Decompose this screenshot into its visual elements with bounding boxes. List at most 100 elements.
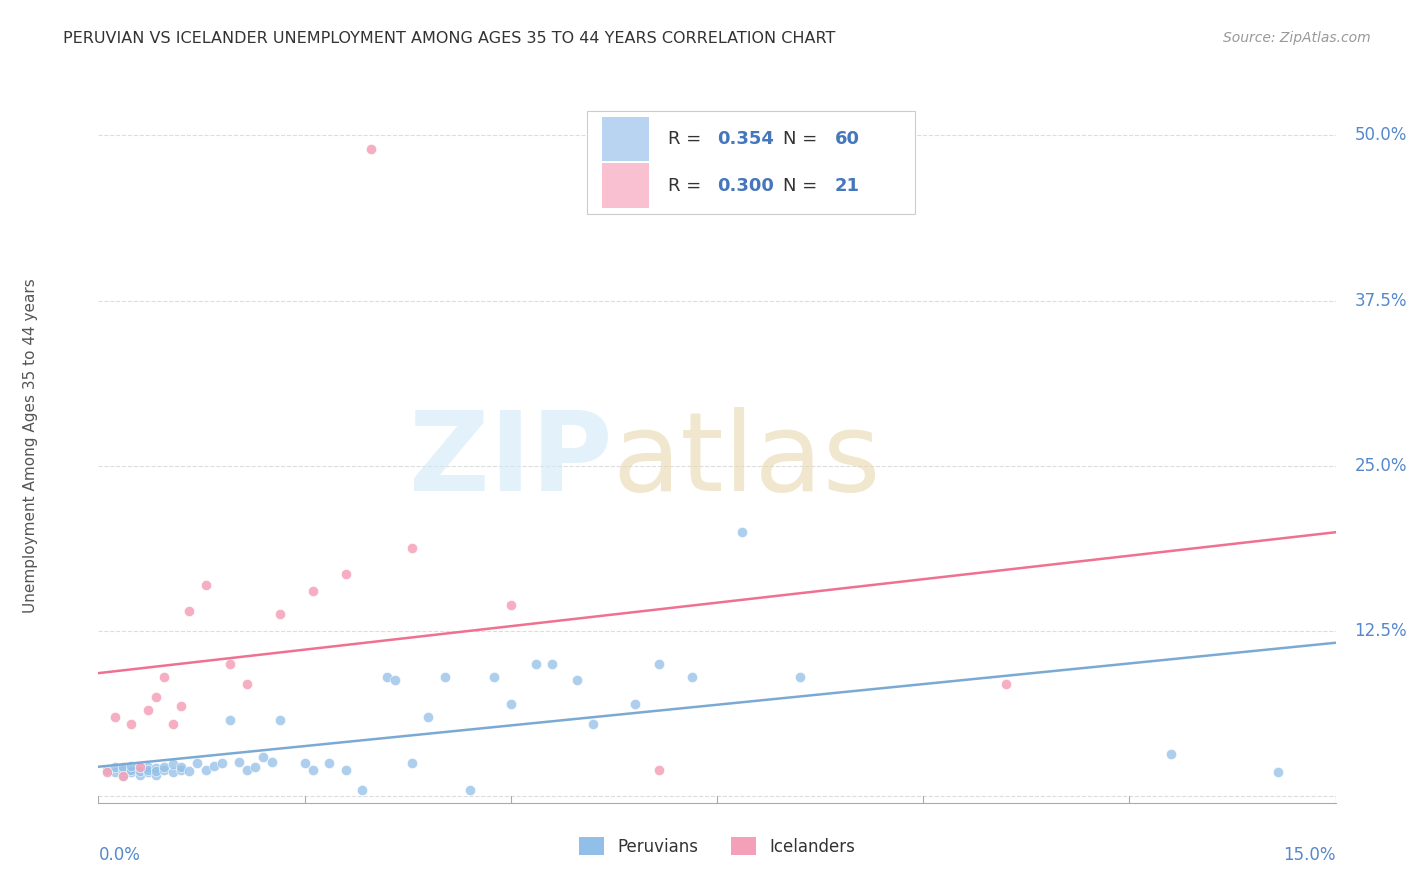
Point (128, 764, 150, 778)
Point (104, 760, 127, 774)
Text: PERUVIAN VS ICELANDER UNEMPLOYMENT AMONG AGES 35 TO 44 YEARS CORRELATION CHART: PERUVIAN VS ICELANDER UNEMPLOYMENT AMONG… (63, 31, 835, 46)
Point (145, 764, 167, 778)
Point (236, 763, 259, 777)
Point (375, 670, 398, 684)
Point (219, 713, 242, 727)
Point (499, 697, 522, 711)
Point (202, 759, 225, 773)
Point (153, 670, 176, 684)
Point (179, 604, 201, 618)
Point (1160, 747, 1182, 761)
Point (524, 657, 547, 671)
Text: 15.0%: 15.0% (1284, 846, 1336, 863)
Point (136, 703, 159, 717)
Point (484, 670, 506, 684)
Text: 12.5%: 12.5% (1354, 622, 1406, 640)
Point (194, 763, 217, 777)
Point (352, 782, 374, 797)
Text: 21: 21 (835, 177, 859, 194)
Text: Source: ZipAtlas.com: Source: ZipAtlas.com (1223, 31, 1371, 45)
Text: 0.354: 0.354 (717, 130, 773, 148)
Point (128, 760, 150, 774)
Text: 25.0%: 25.0% (1354, 457, 1406, 475)
Point (153, 763, 176, 777)
Point (136, 763, 159, 777)
Point (170, 763, 193, 777)
Text: R =: R = (668, 177, 707, 194)
Point (170, 699, 193, 714)
Point (565, 673, 588, 687)
Point (433, 670, 456, 684)
Point (1267, 765, 1289, 780)
Text: R =: R = (668, 130, 707, 148)
Point (120, 759, 142, 773)
Point (499, 598, 522, 612)
Point (252, 749, 274, 764)
Point (104, 765, 127, 780)
Text: N =: N = (783, 177, 823, 194)
Point (162, 765, 184, 780)
Point (458, 782, 481, 797)
Point (120, 765, 142, 780)
Point (401, 756, 423, 771)
Point (243, 760, 266, 774)
Point (335, 567, 357, 582)
Point (112, 769, 135, 783)
FancyBboxPatch shape (602, 117, 650, 161)
Text: 37.5%: 37.5% (1354, 292, 1406, 310)
Point (228, 755, 250, 769)
Point (269, 713, 291, 727)
Point (120, 763, 142, 777)
FancyBboxPatch shape (588, 111, 915, 214)
Point (145, 761, 167, 775)
Text: ZIP: ZIP (409, 407, 612, 514)
Point (302, 763, 325, 777)
Text: N =: N = (783, 130, 823, 148)
Point (104, 710, 127, 724)
Text: 50.0%: 50.0% (1354, 127, 1406, 145)
Point (128, 768, 150, 782)
Point (145, 768, 167, 782)
Point (136, 765, 159, 780)
Point (112, 760, 135, 774)
Point (335, 763, 357, 777)
Point (112, 763, 135, 777)
Point (179, 764, 201, 778)
Point (145, 690, 167, 704)
Point (418, 710, 440, 724)
Text: 0.0%: 0.0% (98, 846, 141, 863)
Point (269, 607, 291, 621)
Point (294, 756, 316, 771)
Point (136, 760, 159, 774)
Point (194, 578, 217, 592)
Legend: Peruvians, Icelanders: Peruvians, Icelanders (572, 830, 862, 863)
Text: 0.300: 0.300 (717, 177, 773, 194)
Point (582, 716, 605, 731)
Point (302, 584, 325, 599)
Point (128, 761, 150, 775)
Point (731, 524, 754, 539)
Point (162, 716, 184, 731)
Point (541, 657, 564, 671)
Point (96, 763, 118, 777)
Point (162, 757, 184, 772)
FancyBboxPatch shape (602, 163, 650, 208)
Point (236, 677, 259, 691)
Text: atlas: atlas (612, 407, 880, 514)
Point (994, 677, 1017, 691)
Point (360, 142, 382, 156)
Point (384, 673, 406, 687)
Point (186, 756, 208, 771)
Point (648, 657, 671, 671)
Point (170, 760, 193, 774)
Point (153, 760, 176, 774)
Point (211, 756, 233, 771)
Point (112, 769, 135, 783)
Point (219, 657, 242, 671)
Point (681, 670, 703, 684)
Point (120, 716, 142, 731)
Point (648, 763, 671, 777)
Text: 60: 60 (835, 130, 859, 148)
Point (401, 541, 423, 555)
Point (96, 765, 118, 780)
